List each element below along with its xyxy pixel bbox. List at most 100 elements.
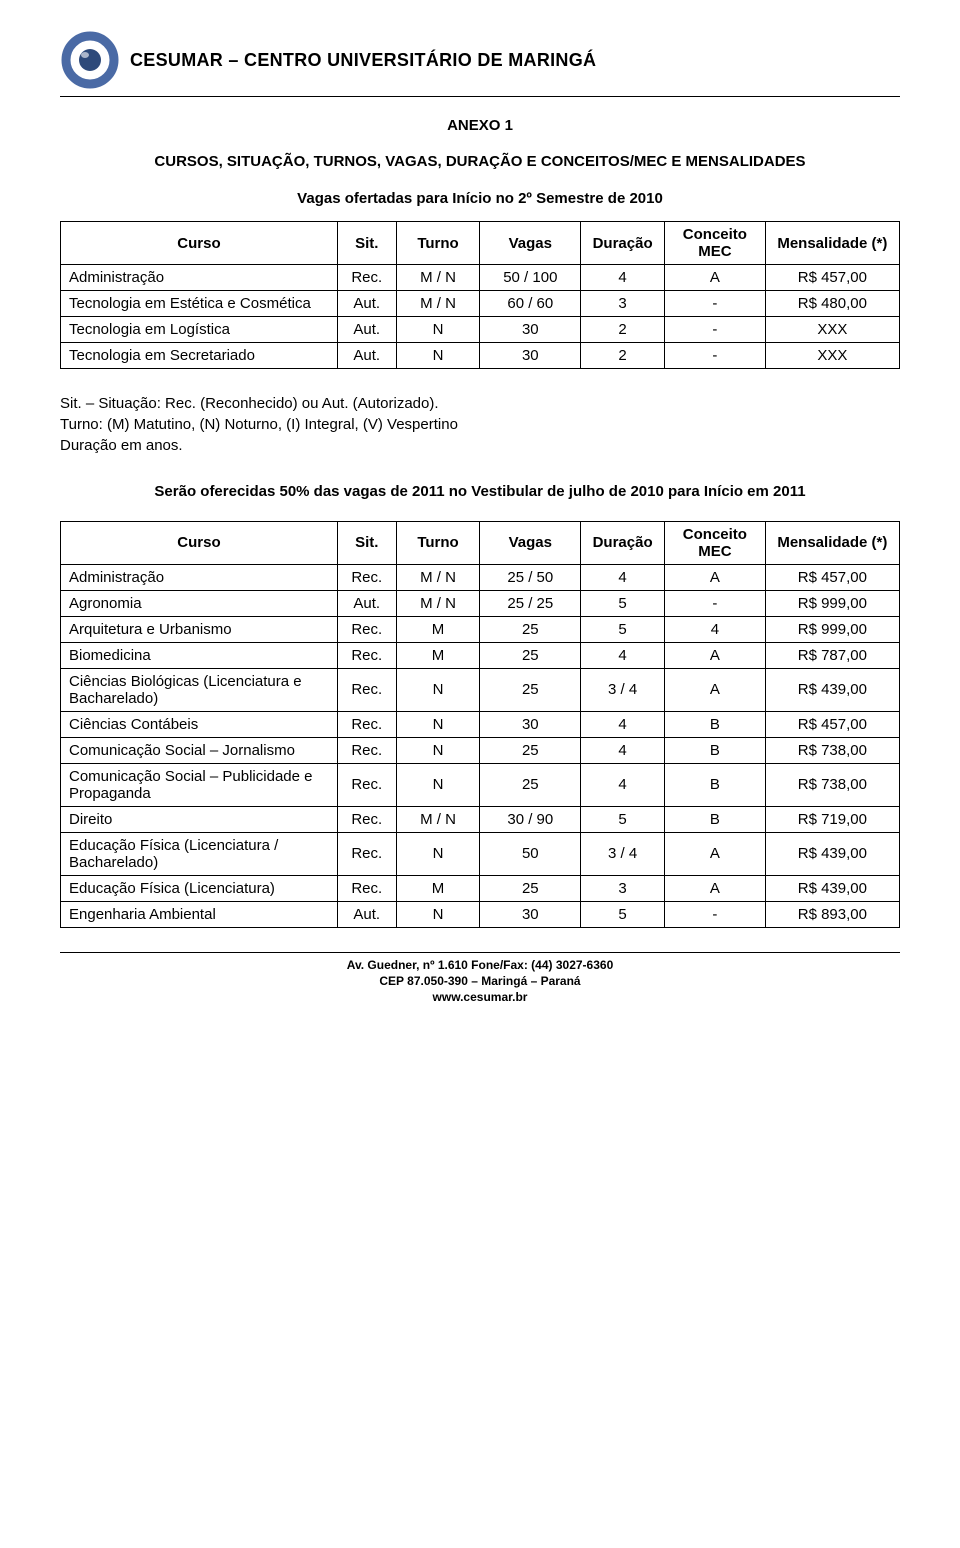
cell-vagas: 30 — [480, 343, 581, 369]
cell-sit: Rec. — [337, 265, 396, 291]
cell-curso: Comunicação Social – Publicidade e Propa… — [61, 763, 338, 806]
cell-mensalidade: R$ 738,00 — [765, 763, 899, 806]
cell-duracao: 4 — [581, 564, 665, 590]
table-row: Ciências Biológicas (Licenciatura e Bach… — [61, 668, 900, 711]
cell-duracao: 3 — [581, 291, 665, 317]
cell-turno: M / N — [396, 265, 480, 291]
cell-conceito: - — [665, 590, 766, 616]
cell-mensalidade: R$ 999,00 — [765, 590, 899, 616]
cell-vagas: 25 — [480, 737, 581, 763]
cell-duracao: 4 — [581, 265, 665, 291]
cell-curso: Agronomia — [61, 590, 338, 616]
cell-turno: N — [396, 763, 480, 806]
cell-mensalidade: XXX — [765, 317, 899, 343]
cell-sit: Rec. — [337, 564, 396, 590]
footer-url: www.cesumar.br — [60, 989, 900, 1005]
cell-conceito: 4 — [665, 616, 766, 642]
cell-curso: Biomedicina — [61, 642, 338, 668]
cell-mensalidade: R$ 893,00 — [765, 901, 899, 927]
col-turno: Turno — [396, 222, 480, 265]
cell-mensalidade: R$ 719,00 — [765, 806, 899, 832]
table-row: BiomedicinaRec.M254AR$ 787,00 — [61, 642, 900, 668]
cell-curso: Ciências Contábeis — [61, 711, 338, 737]
cell-mensalidade: R$ 439,00 — [765, 875, 899, 901]
col-curso: Curso — [61, 521, 338, 564]
cell-mensalidade: R$ 999,00 — [765, 616, 899, 642]
table-row: Arquitetura e UrbanismoRec.M2554R$ 999,0… — [61, 616, 900, 642]
cell-turno: M / N — [396, 291, 480, 317]
cell-vagas: 25 / 50 — [480, 564, 581, 590]
cell-sit: Rec. — [337, 875, 396, 901]
section1-subtitle: Vagas ofertadas para Início no 2º Semest… — [60, 190, 900, 207]
cell-conceito: - — [665, 343, 766, 369]
cell-vagas: 50 / 100 — [480, 265, 581, 291]
table-row: Tecnologia em SecretariadoAut.N302-XXX — [61, 343, 900, 369]
cell-mensalidade: R$ 787,00 — [765, 642, 899, 668]
cell-duracao: 3 — [581, 875, 665, 901]
cell-duracao: 3 / 4 — [581, 832, 665, 875]
section2-title: Serão oferecidas 50% das vagas de 2011 n… — [120, 482, 840, 502]
cell-conceito: A — [665, 832, 766, 875]
cell-vagas: 30 — [480, 317, 581, 343]
table-row: Educação Física (Licenciatura / Bacharel… — [61, 832, 900, 875]
cell-turno: N — [396, 711, 480, 737]
col-sit: Sit. — [337, 222, 396, 265]
section1-title: CURSOS, SITUAÇÃO, TURNOS, VAGAS, DURAÇÃO… — [120, 152, 840, 172]
table-row: Tecnologia em Estética e CosméticaAut.M … — [61, 291, 900, 317]
cell-duracao: 5 — [581, 901, 665, 927]
cell-curso: Tecnologia em Logística — [61, 317, 338, 343]
col-vagas: Vagas — [480, 521, 581, 564]
cell-conceito: B — [665, 806, 766, 832]
cell-turno: N — [396, 901, 480, 927]
cell-vagas: 25 — [480, 763, 581, 806]
cell-turno: M — [396, 875, 480, 901]
cell-vagas: 30 / 90 — [480, 806, 581, 832]
cell-mensalidade: R$ 480,00 — [765, 291, 899, 317]
cell-conceito: B — [665, 737, 766, 763]
cell-curso: Educação Física (Licenciatura) — [61, 875, 338, 901]
cell-vagas: 25 — [480, 668, 581, 711]
cell-sit: Aut. — [337, 317, 396, 343]
col-vagas: Vagas — [480, 222, 581, 265]
cell-duracao: 5 — [581, 616, 665, 642]
cell-curso: Educação Física (Licenciatura / Bacharel… — [61, 832, 338, 875]
table-row: AdministraçãoRec.M / N25 / 504AR$ 457,00 — [61, 564, 900, 590]
cell-vagas: 25 — [480, 875, 581, 901]
cell-mensalidade: R$ 439,00 — [765, 832, 899, 875]
cell-conceito: B — [665, 763, 766, 806]
cell-sit: Rec. — [337, 737, 396, 763]
cell-mensalidade: R$ 457,00 — [765, 265, 899, 291]
cell-turno: N — [396, 668, 480, 711]
cell-conceito: B — [665, 711, 766, 737]
cell-duracao: 2 — [581, 343, 665, 369]
header-divider — [60, 96, 900, 97]
footer-address: Av. Guedner, nº 1.610 Fone/Fax: (44) 302… — [60, 957, 900, 973]
cell-vagas: 25 — [480, 616, 581, 642]
cell-vagas: 60 / 60 — [480, 291, 581, 317]
cell-turno: M / N — [396, 564, 480, 590]
cell-mensalidade: XXX — [765, 343, 899, 369]
table-row: Educação Física (Licenciatura)Rec.M253AR… — [61, 875, 900, 901]
col-curso: Curso — [61, 222, 338, 265]
col-turno: Turno — [396, 521, 480, 564]
cell-turno: N — [396, 737, 480, 763]
table-vagas-2011: Curso Sit. Turno Vagas Duração Conceito … — [60, 521, 900, 928]
cell-curso: Arquitetura e Urbanismo — [61, 616, 338, 642]
cell-duracao: 3 / 4 — [581, 668, 665, 711]
cell-duracao: 4 — [581, 642, 665, 668]
cell-conceito: A — [665, 564, 766, 590]
cell-conceito: A — [665, 642, 766, 668]
cell-turno: M / N — [396, 590, 480, 616]
cell-conceito: - — [665, 317, 766, 343]
table-row: AgronomiaAut.M / N25 / 255-R$ 999,00 — [61, 590, 900, 616]
col-duracao: Duração — [581, 222, 665, 265]
note-turno: Turno: (M) Matutino, (N) Noturno, (I) In… — [60, 414, 900, 435]
cell-curso: Direito — [61, 806, 338, 832]
anexo-title: ANEXO 1 — [60, 117, 900, 134]
table-row: Ciências ContábeisRec.N304BR$ 457,00 — [61, 711, 900, 737]
cell-sit: Rec. — [337, 711, 396, 737]
cell-curso: Tecnologia em Estética e Cosmética — [61, 291, 338, 317]
table-row: Engenharia AmbientalAut.N305-R$ 893,00 — [61, 901, 900, 927]
cell-duracao: 5 — [581, 590, 665, 616]
col-mensalidade: Mensalidade (*) — [765, 222, 899, 265]
